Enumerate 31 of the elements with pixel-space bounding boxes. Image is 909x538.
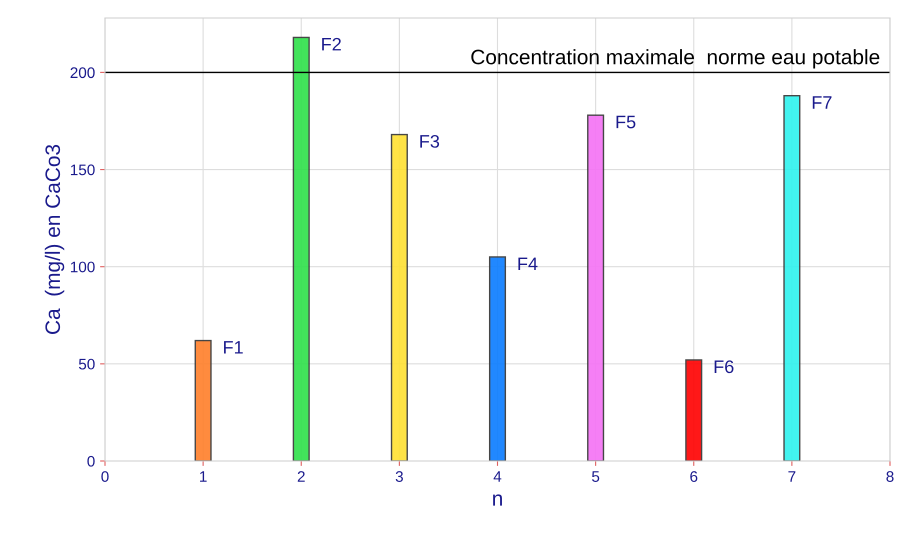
y-axis-title: Ca (mg/l) en CaCo3 [44,144,64,334]
bar [194,340,212,461]
x-tick-label: 6 [690,471,698,482]
annotation: F5 [616,116,636,128]
x-tick-label: 7 [788,471,796,482]
x-tick-label: 1 [200,471,207,482]
x-tick-label: 4 [494,471,502,482]
ref-line-label: Concentration maximale norme eau potable [471,49,880,69]
y-tick-label: 0 [87,456,95,467]
y-tick-label: 100 [70,262,95,272]
x-tick-label: 2 [298,471,305,482]
y-tick-label: 200 [70,67,95,78]
x-axis-title: n [493,494,502,506]
x-tick-label: 0 [101,471,109,482]
bar [292,36,310,461]
bar [783,95,800,461]
x-tick-label: 3 [396,471,403,482]
y-tick-label: 50 [78,358,95,370]
annotation: F4 [518,258,538,270]
bar [390,134,408,461]
bar [488,256,506,461]
x-tick-label: 8 [886,471,894,482]
annotation: F1 [224,341,243,354]
y-tick-label: 150 [70,164,95,176]
annotation: F2 [322,38,341,50]
bar [685,359,702,461]
annotation: F6 [714,360,734,374]
annotation: F3 [420,134,440,148]
annotation: F7 [812,96,832,109]
bar [587,114,604,461]
x-tick-label: 5 [592,471,600,482]
